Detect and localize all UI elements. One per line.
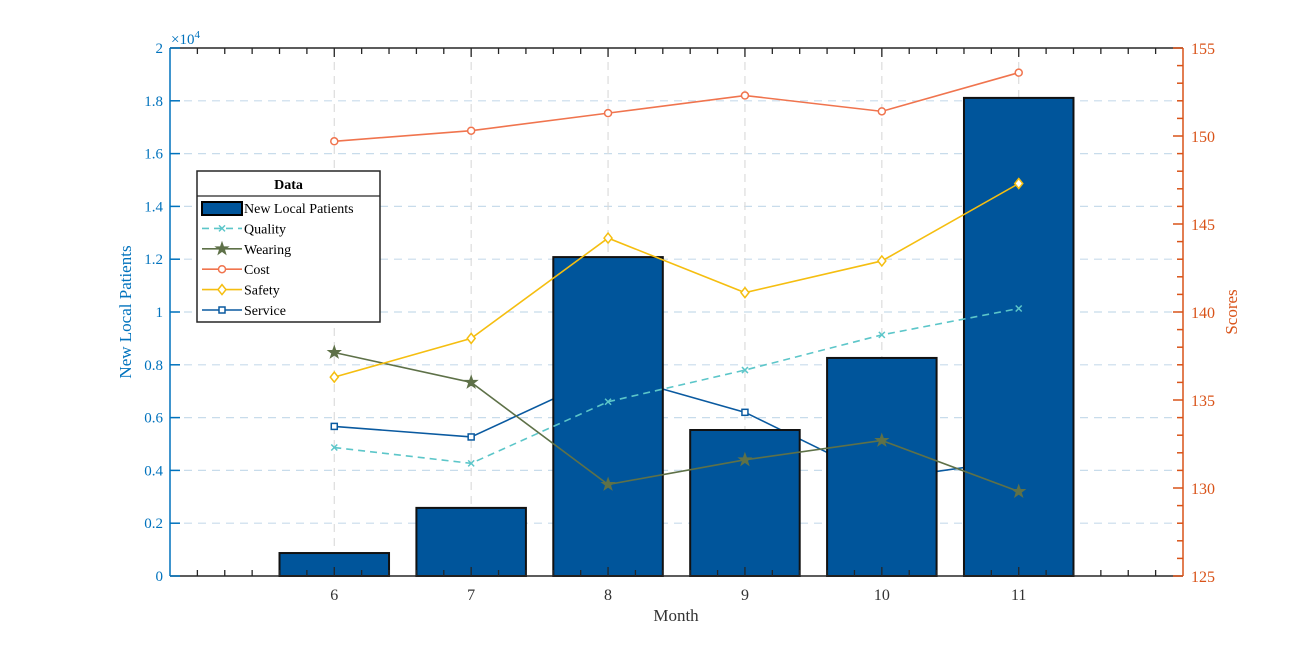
y-left-tick-label: 1.4 xyxy=(144,199,163,215)
bar xyxy=(962,96,1075,578)
y-right-tick-label: 130 xyxy=(1191,481,1215,498)
marker-circle xyxy=(1014,68,1023,77)
y-left-tick-label: 2 xyxy=(156,41,164,57)
lines xyxy=(326,68,1027,499)
legend-label: Cost xyxy=(244,263,270,278)
marker-x xyxy=(330,443,338,452)
legend-swatch-bar xyxy=(201,201,243,216)
series-line xyxy=(334,351,1020,493)
y-left-tick-label: 1.2 xyxy=(144,252,163,268)
y-right-axis-label: Scores xyxy=(1222,289,1241,334)
marker-x xyxy=(1015,304,1023,313)
marker-square xyxy=(741,408,749,417)
legend-label: Service xyxy=(244,304,286,319)
marker-star xyxy=(326,344,342,359)
marker-star xyxy=(463,374,479,389)
y-left-tick-label: 0.4 xyxy=(144,463,163,479)
bars xyxy=(278,96,1075,578)
y-right-tick-label: 150 xyxy=(1191,129,1215,146)
y-right-tick-label: 140 xyxy=(1191,305,1215,322)
marker-square xyxy=(330,422,339,431)
y-left-axis-label: New Local Patients xyxy=(116,245,135,378)
marker-star xyxy=(600,476,616,491)
marker-star xyxy=(737,451,753,467)
x-axis-label: Month xyxy=(653,606,699,625)
y-left-tick-label: 0.2 xyxy=(144,516,163,532)
x-tick-label: 11 xyxy=(1011,587,1026,604)
legend-item: Safety xyxy=(202,283,280,299)
marker-x xyxy=(741,366,749,374)
y-right-tick-label: 125 xyxy=(1191,569,1215,586)
marker-diamond xyxy=(739,286,750,299)
legend-item: Service xyxy=(202,304,286,319)
series-wearing xyxy=(326,344,1027,499)
marker-star xyxy=(874,432,890,447)
legend: Data New Local Patients Quality Wearing Cost… xyxy=(196,170,381,323)
y-left-tick-label: 1 xyxy=(156,305,164,321)
exponent-label: ×104 xyxy=(171,29,200,48)
marker-square xyxy=(467,433,475,441)
series-quality xyxy=(330,304,1023,467)
y-left-tick-label: 0.6 xyxy=(144,411,163,427)
y-left-tick-label: 0.8 xyxy=(144,358,163,374)
marker-diamond xyxy=(466,332,477,345)
legend-title: Data xyxy=(274,178,303,193)
y-right-tick-label: 155 xyxy=(1191,41,1215,58)
legend-label: Safety xyxy=(244,284,280,299)
marker-circle xyxy=(330,137,339,146)
marker-diamond xyxy=(329,370,340,384)
series-line xyxy=(334,307,1019,465)
marker-x xyxy=(604,398,612,406)
marker-diamond xyxy=(603,231,614,245)
legend-label: Quality xyxy=(244,222,286,237)
y-left-tick-label: 1.6 xyxy=(144,147,163,163)
marker-diamond xyxy=(876,254,887,268)
bar xyxy=(826,356,938,577)
x-tick-label: 10 xyxy=(874,587,890,604)
x-tick-label: 9 xyxy=(741,587,749,604)
bar xyxy=(415,506,527,577)
y-right-tick-label: 135 xyxy=(1191,393,1215,410)
marker-diamond xyxy=(217,283,227,296)
marker-circle xyxy=(217,264,227,274)
series-line xyxy=(334,71,1019,143)
x-tick-label: 7 xyxy=(467,587,475,604)
legend-item: Cost xyxy=(202,263,270,278)
bar xyxy=(689,429,801,577)
x-tick-label: 6 xyxy=(330,587,338,604)
marker-circle xyxy=(740,91,750,100)
series-line xyxy=(334,182,1020,378)
x-tick-label: 8 xyxy=(604,587,612,604)
marker-x xyxy=(467,459,475,467)
y-left-tick-label: 1.8 xyxy=(144,94,163,110)
legend-label: New Local Patients xyxy=(244,202,354,217)
axes: 6 7 8 9 10 11 0 0.2 0.4 0.6 0.8 1 1.2 1.4 1.6 1.8 2 125 13… xyxy=(144,41,1215,604)
marker-star xyxy=(1011,483,1027,499)
legend-item: New Local Patients xyxy=(201,201,354,217)
marker-x xyxy=(878,331,886,339)
marker-circle xyxy=(603,108,613,118)
series-safety xyxy=(329,177,1024,384)
legend-label: Wearing xyxy=(244,243,291,258)
y-left-tick-label: 0 xyxy=(156,569,164,585)
marker-circle xyxy=(877,107,887,116)
marker-star xyxy=(214,240,230,256)
legend-item: Wearing xyxy=(202,240,291,258)
marker-x xyxy=(218,224,226,232)
series-cost xyxy=(330,68,1023,146)
marker-diamond xyxy=(1013,177,1024,190)
y-right-tick-label: 145 xyxy=(1191,217,1215,234)
bar xyxy=(552,256,664,577)
marker-circle xyxy=(466,126,476,135)
marker-square xyxy=(218,306,226,314)
legend-item: Quality xyxy=(202,222,286,237)
